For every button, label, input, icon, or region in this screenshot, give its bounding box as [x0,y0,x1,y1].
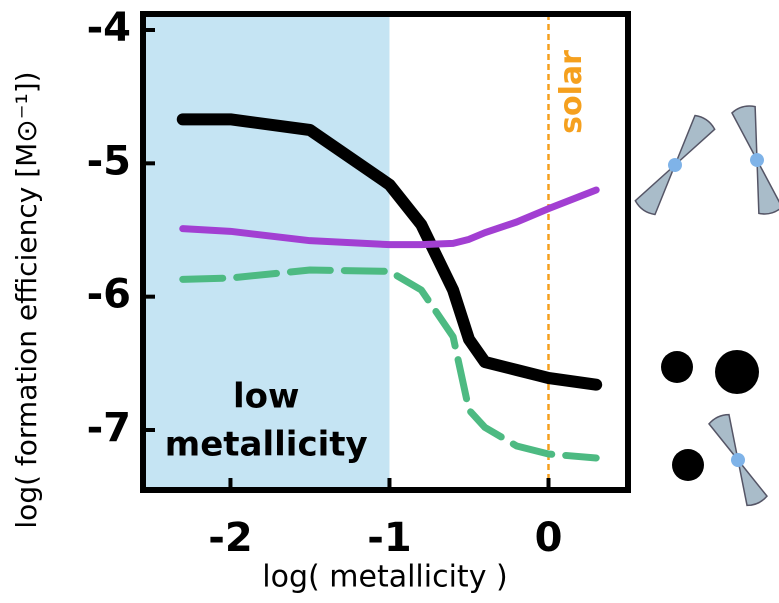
chart: low metallicity solar log( metallicity ) l… [0,0,779,599]
black-hole-icon [672,449,704,481]
region-label: metallicity [165,425,368,465]
black-hole-icon [661,351,693,383]
region-label: low [233,377,299,417]
binary-icon [634,113,717,217]
y-tick-label: -6 [87,272,131,318]
y-axis-title: log( formation efficiency [M⊙⁻¹]) [10,71,43,528]
black-hole-icon [715,350,759,394]
binary-icon [708,412,768,507]
y-tick-label: -5 [87,138,131,184]
x-tick-label: -2 [208,515,252,561]
y-tick-label: -4 [87,5,131,51]
x-axis-title: log( metallicity ) [262,560,507,595]
x-tick-label: 0 [535,515,563,561]
shaded-region [143,14,389,490]
y-tick-label: -7 [87,405,131,451]
binary-icon [731,104,779,216]
icons [634,104,779,508]
plot-area: low metallicity solar [143,14,596,490]
x-tick-label: -1 [367,515,411,561]
reference-label: solar [554,50,589,134]
